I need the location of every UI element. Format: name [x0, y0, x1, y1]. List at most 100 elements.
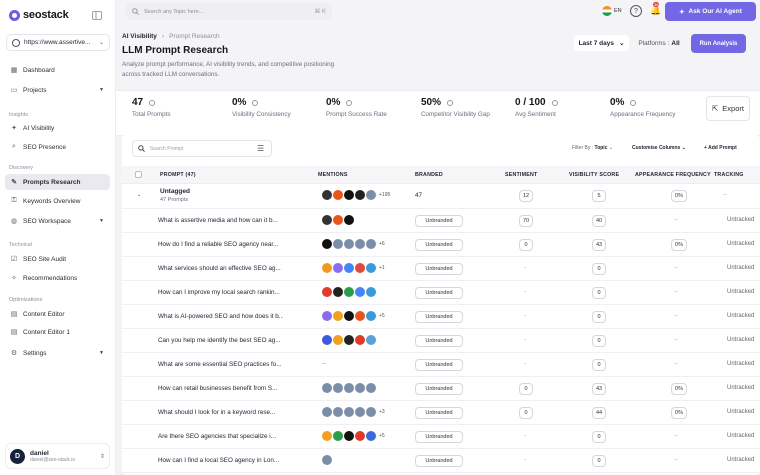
- sidebar-item-settings[interactable]: ⚙ Settings ▼: [5, 345, 110, 361]
- prompt-text[interactable]: How can retail businesses benefit from S…: [158, 385, 278, 392]
- sidebar-item-seo-site-audit[interactable]: ☑ SEO Site Audit: [5, 251, 110, 267]
- table-row[interactable]: What is AI-powered SEO and how does it b…: [122, 305, 760, 329]
- info-icon[interactable]: [447, 99, 454, 106]
- table-row[interactable]: Are there SEO agencies that specialize i…: [122, 425, 760, 449]
- sidebar-item-dashboard[interactable]: ▦ Dashboard: [5, 62, 110, 78]
- tracking-toggle[interactable]: Untracked: [727, 289, 755, 295]
- table-row[interactable]: What services should an effective SEO ag…: [122, 257, 760, 281]
- platform-logo-icon: [355, 239, 365, 249]
- sidebar-item-ai-visibility[interactable]: ✦ AI Visibility: [5, 120, 110, 136]
- table-row[interactable]: What is assertive media and how can it b…: [122, 209, 760, 233]
- add-prompt-label: Add Prompt: [708, 145, 737, 151]
- column-header-sentiment[interactable]: SENTIMENT: [505, 172, 538, 178]
- tracking-toggle[interactable]: Untracked: [727, 265, 755, 271]
- appearance-frequency: 0%: [671, 239, 687, 251]
- branded-badge: Unbranded: [415, 359, 463, 371]
- info-icon[interactable]: [252, 99, 259, 106]
- tracking-status: --: [723, 192, 727, 198]
- more-mentions-count[interactable]: +1: [379, 265, 385, 271]
- india-flag-icon[interactable]: [602, 6, 612, 16]
- column-header-branded[interactable]: BRANDED: [415, 172, 443, 178]
- table-group-row[interactable]: ⌄ Untagged 47 Prompts +195 47 12 5 0% --: [122, 184, 760, 209]
- column-header-visibility-score[interactable]: VISIBILITY SCORE: [569, 172, 620, 178]
- prompt-text[interactable]: How can I improve my local search rankin…: [158, 289, 280, 296]
- date-range-select[interactable]: Last 7 days ⌄: [574, 35, 629, 51]
- sidebar-item-keywords-overview[interactable]: ⚿ Keywords Overview: [5, 193, 110, 209]
- column-header-appearance-frequency[interactable]: APPEARANCE FREQUENCY: [635, 172, 711, 178]
- collapse-sidebar-button[interactable]: [89, 8, 105, 22]
- prompt-text[interactable]: What is AI-powered SEO and how does it b…: [158, 313, 283, 320]
- tracking-toggle[interactable]: Untracked: [727, 361, 755, 367]
- column-header-tracking[interactable]: TRACKING: [714, 172, 744, 178]
- tracking-toggle[interactable]: Untracked: [727, 337, 755, 343]
- table-row[interactable]: How can I improve my local search rankin…: [122, 281, 760, 305]
- chevron-down-icon[interactable]: ⌄: [137, 192, 142, 198]
- breadcrumb-item[interactable]: AI Visibility: [122, 33, 157, 40]
- tracking-toggle[interactable]: Untracked: [727, 385, 755, 391]
- prompt-text[interactable]: Can you help me identify the best SEO ag…: [158, 337, 281, 344]
- mentions-cell: +6: [322, 239, 385, 249]
- prompt-text[interactable]: What are some essential SEO practices fo…: [158, 361, 282, 368]
- sidebar-item-seo-presence[interactable]: ⌕ SEO Presence: [5, 139, 110, 155]
- bell-icon[interactable]: 🔔: [650, 5, 662, 15]
- sidebar-item-seo-workspace[interactable]: ◍ SEO Workspace ▼: [5, 213, 110, 229]
- tracking-toggle[interactable]: Untracked: [727, 433, 755, 439]
- prompt-text[interactable]: What should I look for in a keyword rese…: [158, 409, 276, 416]
- ask-ai-agent-button[interactable]: ✦ Ask Our AI Agent: [665, 2, 756, 21]
- sentiment-value: 70: [519, 215, 533, 227]
- help-icon[interactable]: ?: [630, 5, 642, 17]
- brand-logo[interactable]: seostack: [9, 9, 69, 21]
- customise-columns-button[interactable]: Customise Columns ⌄: [632, 145, 686, 151]
- user-profile[interactable]: D daniel daniel@seo-stack.io ⇕: [5, 443, 110, 469]
- platform-logo-icon: [344, 311, 354, 321]
- info-icon[interactable]: [630, 99, 637, 106]
- shortcut-hint: ⌘ K: [314, 9, 326, 15]
- info-icon[interactable]: [149, 99, 156, 106]
- sidebar-item-prompts-research[interactable]: ✎ Prompts Research: [5, 174, 110, 190]
- user-email: daniel@seo-stack.io: [30, 456, 76, 463]
- tracking-toggle[interactable]: Untracked: [727, 217, 755, 223]
- select-all-checkbox[interactable]: [135, 171, 142, 178]
- info-icon[interactable]: [346, 99, 353, 106]
- more-mentions-count[interactable]: +5: [379, 313, 385, 319]
- more-mentions-count[interactable]: +6: [379, 241, 385, 247]
- sliders-icon[interactable]: ☰: [257, 144, 265, 153]
- platforms-select[interactable]: Platforms : All: [633, 35, 685, 51]
- table-row[interactable]: Can you help me identify the best SEO ag…: [122, 329, 760, 353]
- topic-search-input[interactable]: Search any Topic here... ⌘ K: [126, 3, 332, 20]
- info-icon[interactable]: [551, 99, 558, 106]
- pen-icon: ✎: [11, 179, 17, 186]
- table-row[interactable]: How do I find a reliable SEO agency near…: [122, 233, 760, 257]
- tracking-toggle[interactable]: Untracked: [727, 409, 755, 415]
- breadcrumb-item[interactable]: Prompt Research: [169, 33, 220, 40]
- tracking-toggle[interactable]: Untracked: [727, 241, 755, 247]
- column-header-prompt[interactable]: PROMPT (47): [160, 172, 196, 178]
- prompt-text[interactable]: What is assertive media and how can it b…: [158, 217, 278, 224]
- prompt-text[interactable]: How do I find a reliable SEO agency near…: [158, 241, 279, 248]
- prompt-search-input[interactable]: Search Prompt: [132, 140, 272, 157]
- table-row[interactable]: What are some essential SEO practices fo…: [122, 353, 760, 377]
- platform-logo-icon: [333, 407, 343, 417]
- filter-by-select[interactable]: Filter By : Topic ⌄: [572, 145, 613, 151]
- prompt-text[interactable]: Are there SEO agencies that specialize i…: [158, 433, 276, 440]
- domain-selector[interactable]: https://www.assertive... ⌄: [6, 34, 110, 51]
- tracking-toggle[interactable]: Untracked: [727, 313, 755, 319]
- table-row[interactable]: How can retail businesses benefit from S…: [122, 377, 760, 401]
- more-mentions-count[interactable]: +195: [379, 192, 391, 198]
- sidebar-item-content-editor-1[interactable]: ▤ Content Editor 1: [5, 324, 110, 340]
- sidebar-item-projects[interactable]: ▭ Projects ▼: [5, 82, 110, 98]
- prompt-text[interactable]: What services should an effective SEO ag…: [158, 265, 281, 272]
- tracking-toggle[interactable]: Untracked: [727, 457, 755, 463]
- sidebar-item-content-editor[interactable]: ▤ Content Editor: [5, 306, 110, 322]
- export-button[interactable]: ⇱ Export: [706, 96, 750, 121]
- language-selector[interactable]: EN: [614, 8, 622, 14]
- more-mentions-count[interactable]: +5: [379, 433, 385, 439]
- table-row[interactable]: How can I find a local SEO agency in Lon…: [122, 449, 760, 473]
- add-prompt-button[interactable]: + Add Prompt: [704, 145, 737, 151]
- more-mentions-count[interactable]: +3: [379, 409, 385, 415]
- prompt-text[interactable]: How can I find a local SEO agency in Lon…: [158, 457, 280, 464]
- sidebar-item-recommendations[interactable]: ✧ Recommendations: [5, 270, 110, 286]
- run-analysis-button[interactable]: Run Analysis: [691, 34, 746, 53]
- table-row[interactable]: What should I look for in a keyword rese…: [122, 401, 760, 425]
- column-header-mentions[interactable]: MENTIONS: [318, 172, 348, 178]
